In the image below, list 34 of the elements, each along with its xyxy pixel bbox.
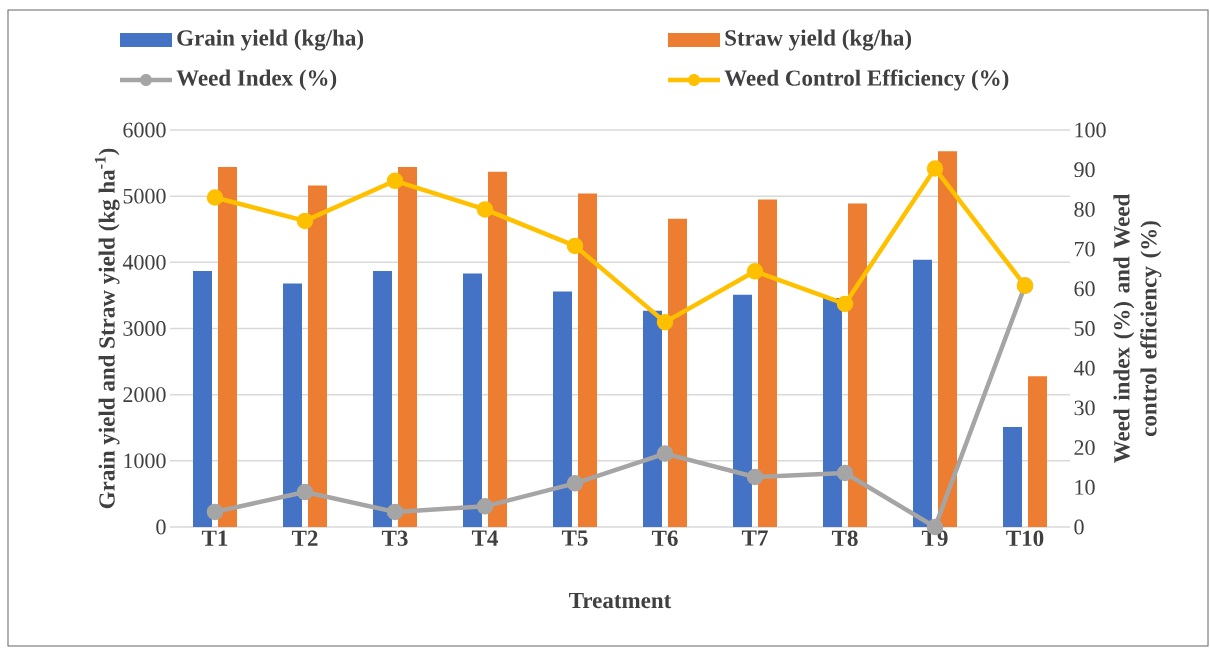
- y-tick-label: 0: [156, 519, 166, 535]
- x-tick-label: T5: [561, 530, 588, 546]
- y2-tick-label: 0: [1074, 519, 1084, 535]
- x-tick-label: T4: [471, 530, 498, 546]
- x-tick-label: T10: [1006, 530, 1044, 547]
- y2-tick-label: 30: [1074, 400, 1095, 416]
- x-tick-label: T7: [741, 530, 768, 546]
- x-tick-label: T3: [381, 530, 408, 546]
- y-tick-label: 1000: [124, 453, 166, 469]
- y2-tick-label: 90: [1074, 162, 1095, 178]
- legend-label: Weed Control Efficiency (%): [724, 69, 1009, 91]
- y-tick-label: 3000: [123, 321, 166, 336]
- y2-tick-label: 60: [1074, 281, 1095, 297]
- x-axis-title: Treatment: [569, 592, 672, 609]
- x-tick-label: T2: [291, 530, 318, 546]
- y-tick-label: 6000: [123, 122, 166, 138]
- y2-tick-label: 70: [1074, 241, 1095, 257]
- y2-axis-title: Weed index (%) and Weed control efficiency (%): [1113, 193, 1162, 463]
- legend-label: Grain yield (kg/ha): [177, 29, 364, 51]
- y-tick-label: 2000: [123, 387, 166, 403]
- y2-tick-label: 20: [1074, 440, 1095, 456]
- y-tick-label: 4000: [122, 254, 166, 270]
- y2-tick-label: 10: [1075, 479, 1095, 495]
- y2-tick-label: 80: [1074, 201, 1095, 217]
- x-tick-label: T8: [831, 530, 858, 547]
- y-axis-title: Grain yield and Straw yield (kg ha$^{-1}$): [94, 148, 120, 509]
- legend-label: Straw yield (kg/ha): [725, 29, 912, 51]
- x-tick-label: T6: [651, 530, 678, 546]
- legend-label: Weed Index (%): [176, 69, 337, 91]
- y-tick-label: 5000: [123, 188, 166, 204]
- x-tick-label: T1: [201, 530, 228, 546]
- y2-tick-label: 100: [1075, 122, 1106, 138]
- y2-tick-label: 40: [1073, 360, 1095, 376]
- y2-tick-label: 50: [1074, 321, 1095, 336]
